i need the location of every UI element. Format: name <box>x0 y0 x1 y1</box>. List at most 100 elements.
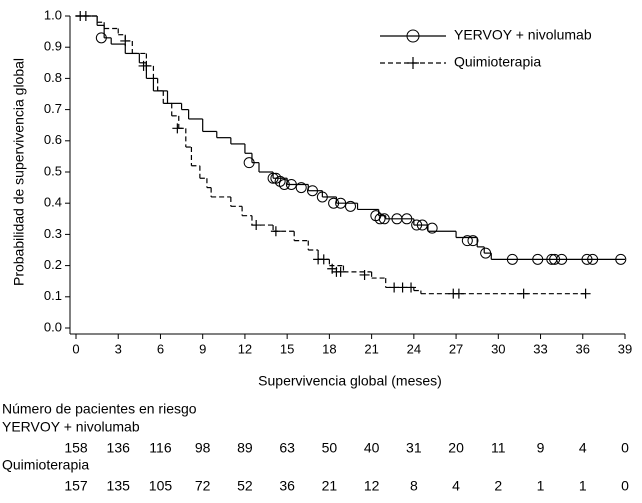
x-axis-label: Supervivencia global (meses) <box>258 373 442 389</box>
censor-marker <box>335 197 347 209</box>
censor-marker <box>359 269 370 280</box>
y-tick-label: 0.3 <box>44 226 62 241</box>
risk-table-title: Número de pacientes en riesgo <box>2 401 197 417</box>
risk-count: 52 <box>237 478 253 494</box>
risk-count: 50 <box>322 440 338 456</box>
x-tick-label: 6 <box>157 341 164 356</box>
censor-marker <box>172 123 183 134</box>
censor-marker <box>416 219 428 231</box>
risk-count: 136 <box>107 440 131 456</box>
x-tick-label: 3 <box>115 341 122 356</box>
y-tick-label: 0.1 <box>44 288 62 303</box>
risk-count: 135 <box>107 478 131 494</box>
risk-count: 98 <box>195 440 211 456</box>
risk-count: 4 <box>579 440 587 456</box>
censor-marker <box>285 178 297 190</box>
censor-marker <box>251 220 262 231</box>
legend-label: YERVOY + nivolumab <box>454 27 592 43</box>
censor-marker <box>374 213 386 225</box>
risk-count: 158 <box>64 440 88 456</box>
censor-marker <box>141 60 152 71</box>
censor-marker <box>278 178 290 190</box>
x-tick-label: 30 <box>491 341 505 356</box>
risk-count: 21 <box>322 478 338 494</box>
censor-marker <box>120 35 131 46</box>
censor-marker <box>80 11 91 21</box>
risk-row-name: Quimioterapia <box>2 457 89 473</box>
censor-marker <box>453 288 464 299</box>
x-tick-label: 39 <box>618 341 632 356</box>
x-tick-label: 27 <box>449 341 463 356</box>
y-tick-label: 0.5 <box>44 163 62 178</box>
y-tick-label: 0.8 <box>44 70 62 85</box>
risk-count: 31 <box>406 440 422 456</box>
x-tick-label: 0 <box>72 341 79 356</box>
y-tick-label: 0.0 <box>44 319 62 334</box>
risk-count: 1 <box>537 478 545 494</box>
y-tick-label: 0.4 <box>44 195 62 210</box>
risk-count: 105 <box>149 478 173 494</box>
y-tick-label: 0.7 <box>44 101 62 116</box>
y-tick-label: 1.0 <box>44 7 62 22</box>
censor-marker <box>316 191 328 203</box>
x-tick-label: 36 <box>576 341 590 356</box>
censor-marker <box>615 253 627 265</box>
censor-marker <box>335 266 346 277</box>
censor-marker <box>406 282 417 293</box>
risk-count: 12 <box>364 478 380 494</box>
censor-marker <box>580 288 591 299</box>
censor-marker <box>581 253 593 265</box>
censor-marker <box>518 288 529 299</box>
censor-marker <box>401 213 413 225</box>
y-tick-label: 0.6 <box>44 132 62 147</box>
x-tick-label: 21 <box>364 341 378 356</box>
y-axis-label: Probabilidad de supervivencia global <box>11 58 27 286</box>
x-tick-label: 12 <box>238 341 252 356</box>
censor-marker <box>95 32 107 44</box>
censor-marker <box>345 200 356 212</box>
risk-count: 89 <box>237 440 253 456</box>
censor-marker <box>556 253 568 265</box>
censor-marker <box>506 253 518 265</box>
risk-count: 11 <box>491 440 506 456</box>
censor-marker <box>318 254 329 265</box>
risk-count: 8 <box>410 478 418 494</box>
y-tick-label: 0.9 <box>44 39 62 54</box>
legend-marker <box>407 57 419 69</box>
censor-marker <box>549 253 561 265</box>
risk-count: 36 <box>279 478 295 494</box>
censor-marker <box>532 253 544 265</box>
risk-row-name: YERVOY + nivolumab <box>2 419 140 435</box>
risk-count: 20 <box>448 440 464 456</box>
risk-count: 72 <box>195 478 211 494</box>
y-tick-label: 0.2 <box>44 257 62 272</box>
censor-marker <box>306 185 318 197</box>
x-tick-label: 9 <box>199 341 206 356</box>
legend-label: Quimioterapia <box>454 54 541 70</box>
risk-count: 157 <box>64 478 88 494</box>
censor-marker <box>397 282 408 293</box>
x-tick-label: 18 <box>322 341 336 356</box>
legend-marker <box>406 29 420 43</box>
censor-marker <box>467 235 479 247</box>
censor-marker <box>328 197 340 209</box>
risk-count: 0 <box>621 478 629 494</box>
risk-count: 1 <box>579 478 587 494</box>
censor-marker <box>411 219 423 231</box>
x-tick-label: 15 <box>280 341 294 356</box>
risk-count: 4 <box>452 478 460 494</box>
risk-count: 40 <box>364 440 380 456</box>
risk-count: 63 <box>279 440 295 456</box>
censor-marker <box>295 182 307 194</box>
risk-count: 2 <box>494 478 502 494</box>
censor-marker <box>426 222 438 234</box>
risk-count: 9 <box>537 440 545 456</box>
risk-count: 116 <box>149 440 172 456</box>
x-tick-label: 33 <box>533 341 547 356</box>
censor-marker <box>267 172 279 184</box>
censor-marker <box>243 157 255 169</box>
censor-marker <box>461 235 473 247</box>
censor-marker <box>480 247 492 259</box>
risk-count: 0 <box>621 440 629 456</box>
